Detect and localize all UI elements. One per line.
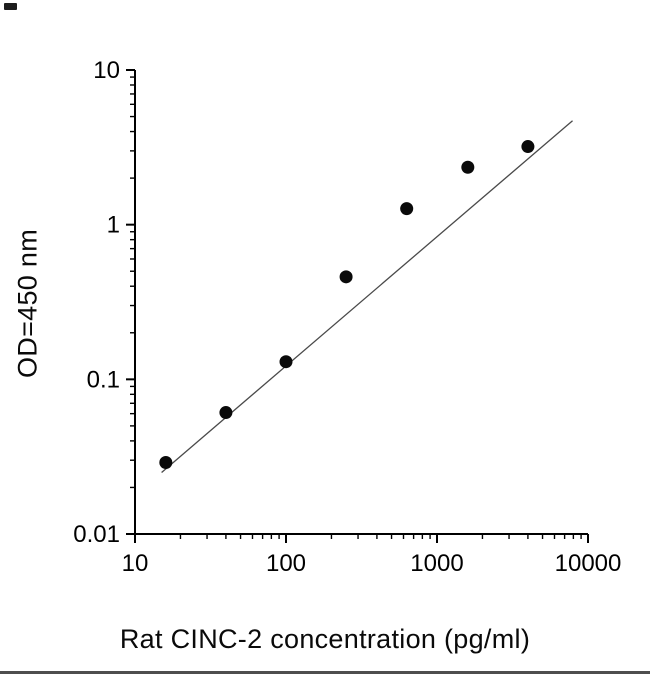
x-tick-label: 100 [266,550,306,577]
y-tick-label: 0.1 [87,366,120,393]
y-tick-label: 0.01 [73,521,120,548]
x-axis-label: Rat CINC-2 concentration (pg/ml) [119,624,531,654]
data-point [219,406,233,420]
top-left-crop-artifact [4,3,17,10]
bottom-crop-artifact [0,671,650,674]
data-point [521,140,535,154]
fit-line [161,120,573,473]
data-point [279,355,293,369]
data-point [461,160,475,174]
data-point [159,455,173,469]
y-axis-label: OD=450 nm [12,228,43,379]
x-tick-label: 10 [122,550,149,577]
y-tick-label: 1 [107,212,120,239]
x-tick-label: 1000 [410,550,463,577]
x-tick-label: 10000 [555,550,622,577]
y-tick-label: 10 [93,57,120,84]
data-point [400,202,414,216]
data-point [339,270,353,284]
